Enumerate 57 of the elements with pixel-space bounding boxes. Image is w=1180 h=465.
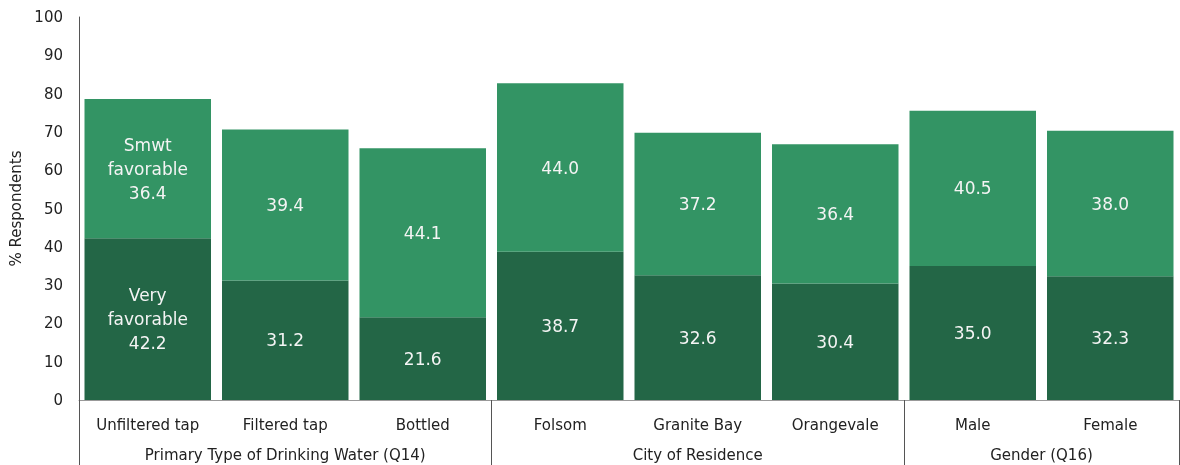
data-label: 30.4 bbox=[816, 331, 855, 352]
x-tick-label: Orangevale bbox=[791, 415, 879, 434]
x-tick-label: Female bbox=[1083, 415, 1138, 434]
data-label: 32.3 bbox=[1091, 328, 1130, 349]
y-tick-label: 0 bbox=[53, 391, 63, 409]
data-label: 38.0 bbox=[1091, 193, 1130, 214]
bar bbox=[1047, 276, 1174, 400]
y-tick-label: 30 bbox=[43, 276, 63, 295]
y-axis-title: % Respondents bbox=[6, 150, 25, 267]
y-tick-label: 80 bbox=[43, 84, 63, 103]
data-label: 42.2 bbox=[128, 333, 167, 354]
text: Primary Type of Drinking Water (Q14) bbox=[144, 446, 426, 464]
bar bbox=[772, 144, 899, 284]
data-label: 35.0 bbox=[953, 322, 992, 343]
bar bbox=[634, 132, 761, 276]
text: City of Residence bbox=[632, 446, 763, 464]
data-label: 44.1 bbox=[403, 222, 442, 243]
bar bbox=[84, 98, 211, 239]
bar bbox=[359, 317, 486, 400]
y-tick-label: 90 bbox=[43, 46, 63, 65]
data-label: 21.6 bbox=[403, 348, 442, 369]
bar bbox=[222, 280, 349, 400]
bar bbox=[497, 251, 624, 400]
data-label: 36.4 bbox=[816, 203, 855, 224]
data-label: 36.4 bbox=[128, 182, 167, 203]
y-tick-label: 40 bbox=[43, 237, 63, 256]
data-label: 38.7 bbox=[541, 315, 580, 336]
y-tick-label: 70 bbox=[43, 122, 63, 141]
bar bbox=[634, 275, 761, 400]
y-tick-label: 50 bbox=[43, 199, 63, 218]
x-tick-label: Male bbox=[954, 415, 991, 434]
data-label: 37.2 bbox=[678, 193, 717, 214]
bar bbox=[84, 238, 211, 400]
bar bbox=[359, 148, 486, 318]
text: Gender (Q16) bbox=[990, 446, 1093, 464]
bar bbox=[909, 110, 1036, 266]
bar bbox=[497, 83, 624, 252]
data-label: 32.6 bbox=[678, 327, 717, 348]
series-label: Smwt favorable bbox=[107, 134, 188, 179]
x-tick-label: Bottled bbox=[395, 415, 450, 434]
data-label: 40.5 bbox=[953, 178, 992, 199]
y-tick-label: 20 bbox=[43, 314, 63, 333]
bar bbox=[909, 265, 1036, 400]
x-tick-label: Folsom bbox=[533, 415, 587, 434]
y-tick-label: 10 bbox=[43, 352, 63, 371]
x-tick-label: Unfiltered tap bbox=[96, 415, 200, 434]
data-label: 44.0 bbox=[541, 157, 580, 178]
x-tick-label: Granite Bay bbox=[653, 415, 743, 434]
data-label: 39.4 bbox=[266, 195, 305, 216]
y-tick-label: 60 bbox=[43, 161, 63, 180]
series-label: Very favorable bbox=[107, 285, 188, 330]
data-label: 31.2 bbox=[266, 330, 305, 351]
y-tick-label: 100 bbox=[34, 8, 63, 26]
bar bbox=[1047, 130, 1174, 277]
bar bbox=[772, 283, 899, 400]
x-tick-label: Filtered tap bbox=[242, 415, 328, 434]
bar bbox=[222, 129, 349, 281]
